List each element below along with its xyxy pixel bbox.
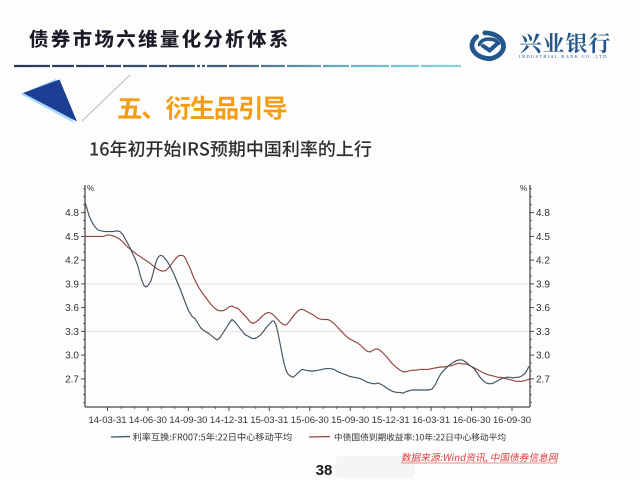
- svg-text:3.6: 3.6: [536, 303, 550, 314]
- svg-text:15-06-30: 15-06-30: [291, 415, 329, 426]
- svg-text:INDUSTRIAL BANK CO.,LTD.: INDUSTRIAL BANK CO.,LTD.: [519, 54, 610, 60]
- svg-text:3.0: 3.0: [536, 351, 550, 362]
- svg-text:2.7: 2.7: [65, 374, 79, 385]
- svg-text:14-12-31: 14-12-31: [210, 415, 248, 426]
- svg-text:16-06-30: 16-06-30: [453, 415, 491, 426]
- svg-text:3.3: 3.3: [65, 327, 79, 338]
- svg-text:3.3: 3.3: [536, 327, 550, 338]
- svg-text:15-12-31: 15-12-31: [372, 415, 410, 426]
- svg-text:4.8: 4.8: [65, 208, 79, 219]
- svg-text:14-09-30: 14-09-30: [169, 415, 207, 426]
- svg-text:3.6: 3.6: [65, 303, 79, 314]
- svg-text:3.9: 3.9: [536, 279, 550, 290]
- svg-text:4.5: 4.5: [65, 232, 79, 243]
- svg-text:15-09-30: 15-09-30: [331, 415, 369, 426]
- svg-text:38: 38: [316, 462, 333, 479]
- svg-text:14-03-31: 14-03-31: [88, 415, 126, 426]
- svg-text:16-03-31: 16-03-31: [412, 415, 450, 426]
- svg-text:14-06-30: 14-06-30: [129, 415, 167, 426]
- svg-text:4.2: 4.2: [65, 256, 79, 267]
- svg-text:15-03-31: 15-03-31: [250, 415, 288, 426]
- svg-text:4.5: 4.5: [536, 232, 550, 243]
- svg-text:4.8: 4.8: [536, 208, 550, 219]
- svg-text:%: %: [87, 184, 94, 193]
- svg-text:3.9: 3.9: [65, 279, 79, 290]
- svg-text:4.2: 4.2: [536, 256, 550, 267]
- svg-text:3.0: 3.0: [65, 351, 79, 362]
- svg-text:16-09-30: 16-09-30: [493, 415, 531, 426]
- svg-text:2.7: 2.7: [536, 374, 550, 385]
- svg-text:%: %: [520, 184, 527, 193]
